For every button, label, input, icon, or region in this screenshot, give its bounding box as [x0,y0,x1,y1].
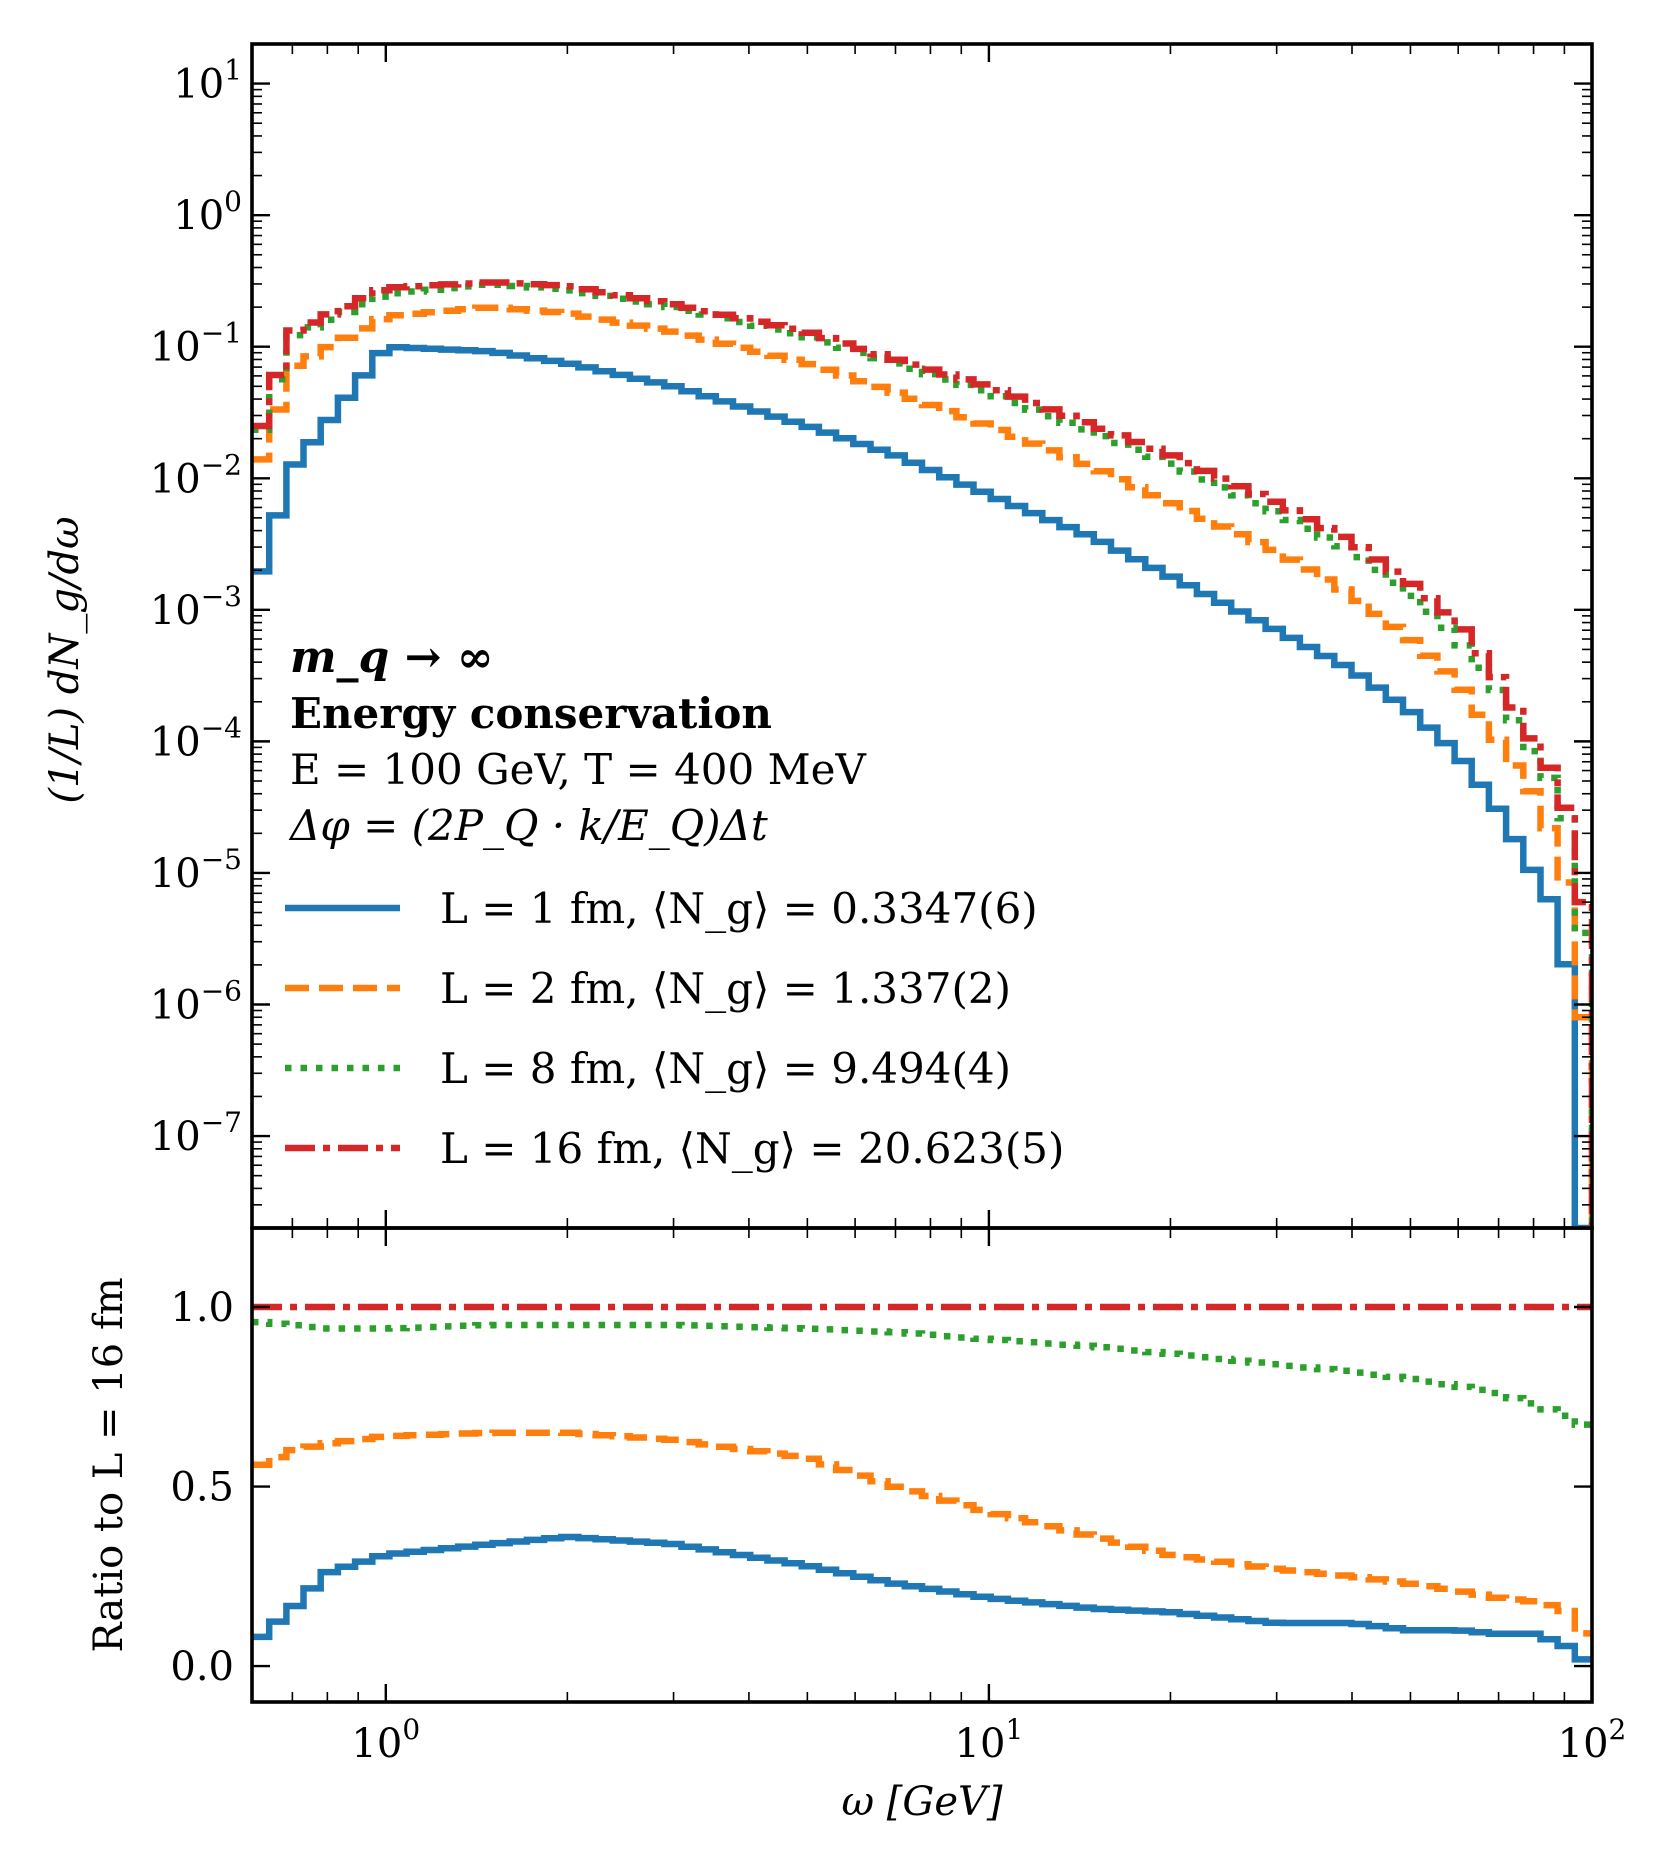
y-tick-label: 10−4 [150,711,242,765]
bottom-panel-frame [250,1226,1594,1704]
legend-label: L = 1 fm, ⟨N_g⟩ = 0.3347(6) [440,884,1038,933]
legend-label: L = 16 fm, ⟨N_g⟩ = 20.623(5) [440,1124,1064,1173]
mass-annotation: m_q → ∞ [290,632,493,683]
legend-entry-L8: L = 8 fm, ⟨N_g⟩ = 9.494(4) [285,1044,1011,1093]
method-annotation: Energy conservation [290,689,772,738]
y-tick-label: 10−2 [150,448,242,502]
bottom-panel-curves [252,1303,1592,1663]
y-tick-label: 10−6 [150,974,242,1028]
bottom-y-axis-label: Ratio to L = 16 fm [86,1277,132,1652]
top-panel-curves [252,279,1592,1226]
x-tick-label: 102 [1558,1713,1627,1767]
y-tick-label: 101 [173,54,242,108]
series-l-1-fm [252,344,1592,1226]
params-annotation: E = 100 GeV, T = 400 MeV [290,745,866,794]
legend-entry-L2: L = 2 fm, ⟨N_g⟩ = 1.337(2) [285,964,1011,1013]
series-l-16-fm [252,279,1592,1226]
series-l-1-fm [252,1533,1592,1663]
x-tick-label: 100 [351,1713,420,1767]
tick-labels: 100 101 102 101 100 10−1 10−2 10−3 10−4 10−5 10−6 1… [150,54,1627,1767]
x-tick-label: 101 [955,1713,1024,1767]
top-y-axis-label: (1/L) dN_g/dω [42,516,88,803]
y-tick-label: 100 [173,185,242,239]
y-tick-label: 10−1 [150,317,242,371]
y-tick-label: 10−5 [150,843,242,897]
series-l-2-fm [252,304,1592,1226]
ratio-tick-label: 0.0 [170,1644,234,1690]
legend-label: L = 2 fm, ⟨N_g⟩ = 1.337(2) [440,964,1011,1013]
legend-label: L = 8 fm, ⟨N_g⟩ = 9.494(4) [440,1044,1011,1093]
x-axis-label: ω [GeV] [841,1779,1002,1825]
series-l-8-fm [252,1318,1592,1428]
legend: L = 1 fm, ⟨N_g⟩ = 0.3347(6) L = 2 fm, ⟨N… [285,884,1064,1173]
ratio-tick-label: 0.5 [170,1465,234,1511]
series-l-2-fm [252,1429,1592,1637]
y-tick-label: 10−7 [150,1106,242,1160]
formula-annotation: Δφ = (2P_Q · k/E_Q)Δt [288,801,768,850]
legend-entry-L16: L = 16 fm, ⟨N_g⟩ = 20.623(5) [285,1124,1064,1173]
legend-entry-L1: L = 1 fm, ⟨N_g⟩ = 0.3347(6) [285,884,1038,933]
axis-ticks [251,43,1594,1702]
ratio-tick-label: 1.0 [170,1285,234,1331]
y-tick-label: 10−3 [150,580,242,634]
